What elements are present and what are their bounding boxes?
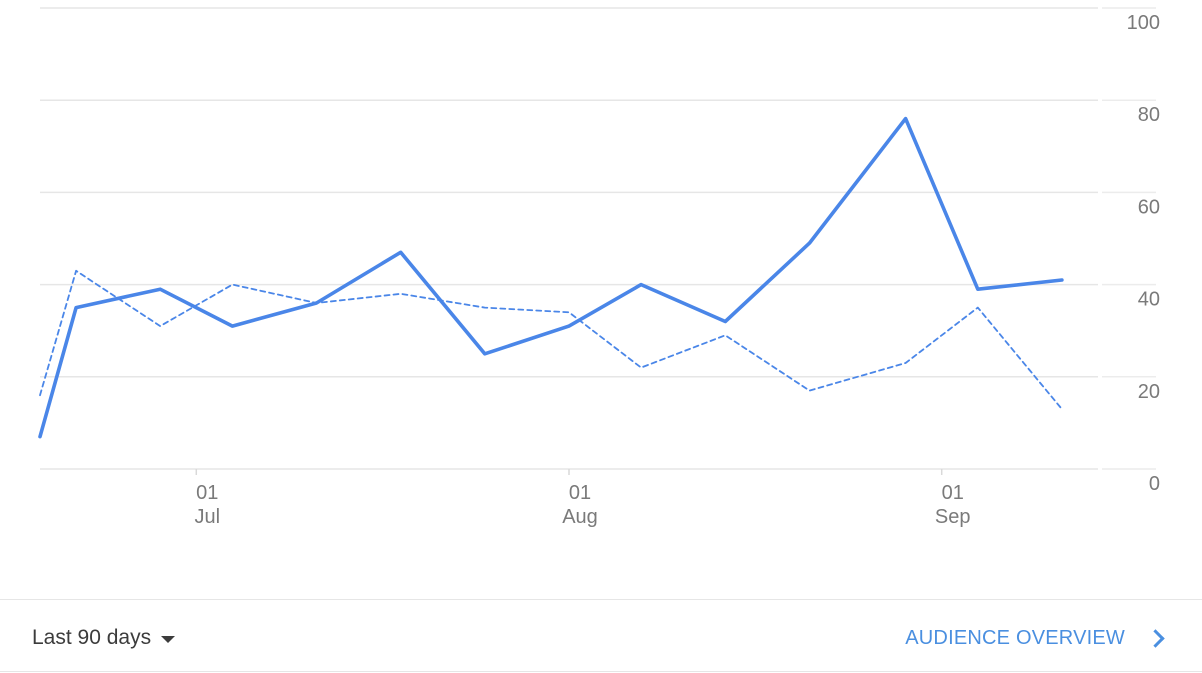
grid-lines: [40, 7, 1156, 470]
caret-down-icon: [161, 636, 176, 643]
x-tick-month-label: Aug: [562, 506, 598, 528]
previous-period-line: [39, 269, 1063, 411]
date-range-label: Last 90 days: [32, 626, 152, 649]
x-tick-day-label: 01: [569, 482, 591, 504]
y-tick-label: 40: [1138, 289, 1160, 311]
x-tick-month-label: Sep: [935, 506, 971, 528]
y-tick-label: 20: [1138, 381, 1160, 403]
y-axis-ticks: 0 20 40 60 80 100: [1127, 12, 1160, 495]
y-tick-label: 80: [1138, 104, 1160, 126]
x-tick-day-label: 01: [196, 482, 218, 504]
x-tick-month-label: Jul: [195, 506, 221, 528]
y-tick-label: 60: [1138, 196, 1160, 218]
current-period-line: [38, 116, 1064, 439]
date-range-dropdown[interactable]: Last 90 days: [32, 622, 176, 654]
footer-divider: [0, 599, 1202, 600]
x-tick-day-label: 01: [942, 482, 964, 504]
audience-overview-label: AUDIENCE OVERVIEW: [905, 626, 1125, 649]
footer-bottom-divider: [0, 671, 1202, 672]
series-lines: [38, 116, 1064, 439]
y-tick-label: 0: [1149, 473, 1160, 495]
y-tick-label: 100: [1127, 12, 1160, 34]
chevron-right-icon: [1146, 628, 1165, 648]
audience-overview-link[interactable]: AUDIENCE OVERVIEW: [905, 622, 1166, 654]
